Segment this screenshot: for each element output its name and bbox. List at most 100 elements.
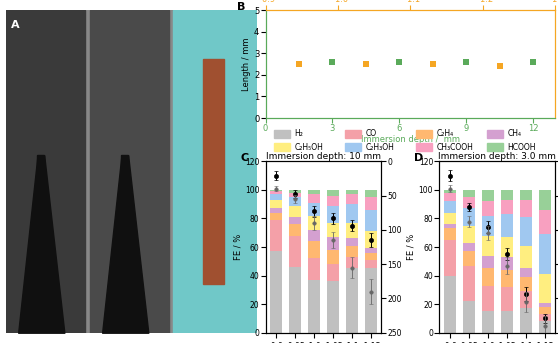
Point bbox=[495, 63, 504, 69]
Y-axis label: FE / %: FE / % bbox=[407, 234, 416, 260]
Text: C: C bbox=[240, 153, 248, 163]
Bar bbox=[538, 234, 551, 274]
Bar bbox=[270, 194, 282, 200]
Bar bbox=[289, 193, 301, 197]
Bar bbox=[463, 265, 475, 301]
Bar bbox=[308, 203, 320, 216]
Bar bbox=[463, 251, 475, 265]
Bar bbox=[482, 256, 494, 269]
Bar bbox=[444, 275, 456, 333]
Text: C₂H₄: C₂H₄ bbox=[436, 129, 454, 138]
Bar bbox=[482, 190, 494, 201]
Bar bbox=[501, 257, 513, 270]
Bar bbox=[327, 190, 339, 196]
Bar bbox=[289, 224, 301, 236]
Bar bbox=[444, 190, 456, 193]
Bar bbox=[365, 253, 377, 260]
FancyBboxPatch shape bbox=[274, 130, 290, 138]
Bar bbox=[270, 213, 282, 220]
Bar bbox=[444, 193, 456, 201]
Bar bbox=[308, 230, 320, 241]
Bar bbox=[346, 194, 358, 204]
Text: D: D bbox=[414, 153, 423, 163]
Bar bbox=[519, 190, 532, 200]
Text: B: B bbox=[237, 2, 245, 12]
Y-axis label: Length / mm: Length / mm bbox=[242, 37, 251, 91]
Bar bbox=[538, 303, 551, 307]
Bar bbox=[538, 307, 551, 314]
Bar bbox=[346, 246, 358, 257]
Bar bbox=[519, 269, 532, 277]
Bar bbox=[289, 205, 301, 217]
Bar bbox=[308, 241, 320, 258]
Text: C₂H₃OH: C₂H₃OH bbox=[365, 143, 395, 152]
Bar bbox=[308, 216, 320, 230]
Point bbox=[395, 59, 403, 65]
Bar bbox=[122, 155, 128, 333]
Bar bbox=[365, 210, 377, 231]
Bar bbox=[444, 228, 456, 240]
Bar bbox=[289, 267, 301, 333]
FancyBboxPatch shape bbox=[274, 143, 290, 151]
Bar bbox=[327, 237, 339, 250]
Bar bbox=[327, 223, 339, 237]
Bar bbox=[365, 248, 377, 253]
Point bbox=[428, 61, 437, 67]
Text: CH₄: CH₄ bbox=[507, 129, 521, 138]
Bar bbox=[89, 10, 169, 333]
Bar bbox=[482, 216, 494, 236]
Bar bbox=[482, 269, 494, 286]
Bar bbox=[174, 10, 257, 333]
Bar bbox=[308, 280, 320, 333]
Bar bbox=[519, 308, 532, 333]
FancyBboxPatch shape bbox=[345, 130, 361, 138]
Bar bbox=[327, 196, 339, 205]
Bar bbox=[270, 191, 282, 194]
Bar bbox=[538, 321, 551, 333]
Bar bbox=[519, 246, 532, 269]
Bar bbox=[482, 201, 494, 216]
Bar bbox=[444, 213, 456, 224]
Bar bbox=[346, 190, 358, 194]
Title: Immersion depth: 3.0 mm: Immersion depth: 3.0 mm bbox=[439, 152, 556, 161]
Bar bbox=[538, 314, 551, 321]
Bar bbox=[365, 190, 377, 197]
Bar bbox=[365, 231, 377, 248]
Text: CH₃COOH: CH₃COOH bbox=[436, 143, 473, 152]
Bar bbox=[501, 287, 513, 311]
Text: C₂H₅OH: C₂H₅OH bbox=[295, 143, 324, 152]
Bar bbox=[519, 217, 532, 246]
Bar bbox=[501, 190, 513, 200]
FancyBboxPatch shape bbox=[416, 130, 432, 138]
Point bbox=[461, 59, 470, 65]
FancyBboxPatch shape bbox=[345, 143, 361, 151]
Bar bbox=[346, 204, 358, 223]
Bar bbox=[482, 286, 494, 311]
Y-axis label: FE / %: FE / % bbox=[233, 234, 242, 260]
Point bbox=[295, 61, 304, 67]
Bar bbox=[501, 214, 513, 237]
Title: Immersion depth: 10 mm: Immersion depth: 10 mm bbox=[266, 152, 381, 161]
Bar bbox=[203, 59, 224, 284]
Bar bbox=[463, 243, 475, 251]
Bar bbox=[365, 269, 377, 333]
Bar bbox=[463, 301, 475, 333]
Point bbox=[528, 59, 537, 65]
Text: H₂: H₂ bbox=[295, 129, 304, 138]
Bar bbox=[346, 223, 358, 238]
Bar bbox=[519, 200, 532, 217]
Bar bbox=[463, 197, 475, 209]
Bar bbox=[482, 311, 494, 333]
Bar bbox=[270, 209, 282, 213]
Bar bbox=[327, 281, 339, 333]
Bar bbox=[289, 197, 301, 205]
Bar bbox=[346, 238, 358, 246]
Text: HCOOH: HCOOH bbox=[507, 143, 536, 152]
Bar bbox=[6, 10, 85, 333]
Bar bbox=[289, 236, 301, 267]
Bar bbox=[346, 257, 358, 269]
Bar bbox=[270, 220, 282, 251]
Bar bbox=[270, 251, 282, 333]
Bar bbox=[346, 269, 358, 333]
Bar bbox=[365, 260, 377, 269]
